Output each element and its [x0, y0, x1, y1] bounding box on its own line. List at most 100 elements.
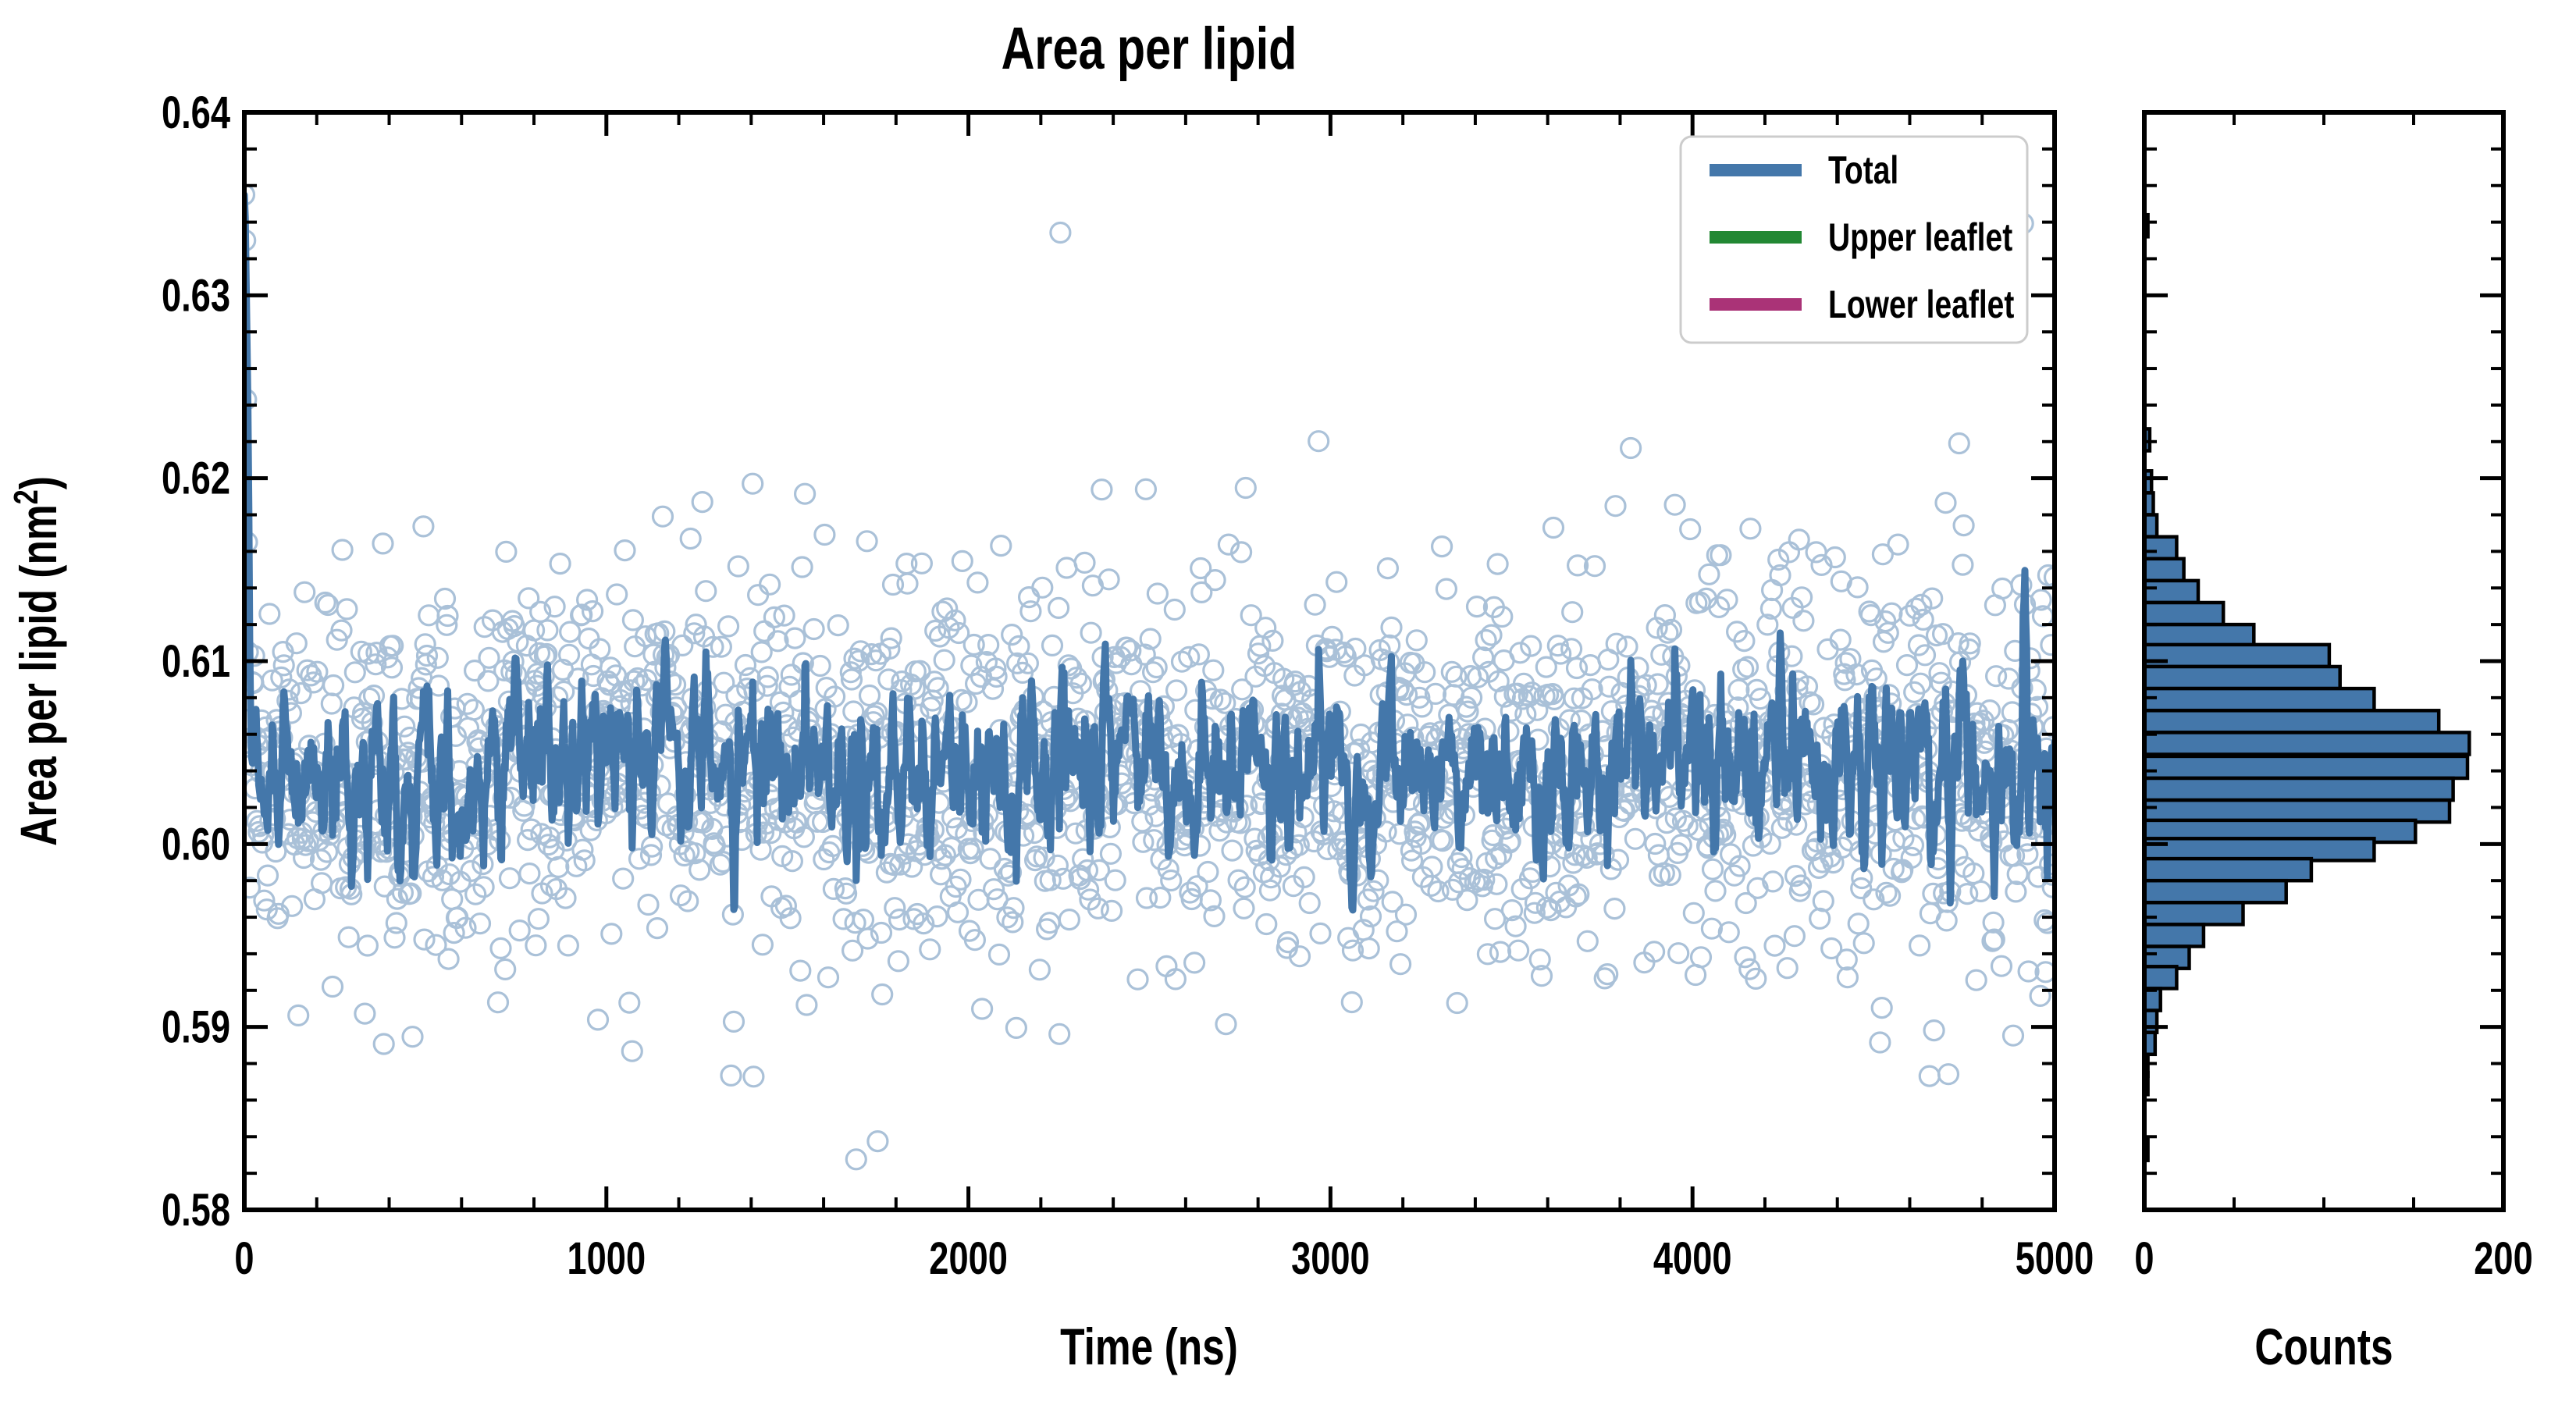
- y-axis-label: Area per lipid (nm2): [7, 476, 68, 846]
- scatter-point: [635, 668, 658, 692]
- scatter-point: [1523, 902, 1546, 924]
- scatter-point: [1033, 846, 1055, 869]
- scatter-point: [938, 617, 960, 639]
- scatter-point: [331, 539, 354, 561]
- scatter-point: [678, 840, 700, 863]
- scatter-point: [749, 838, 772, 861]
- scatter-point: [606, 583, 628, 606]
- scatter-point: [1536, 683, 1560, 706]
- scatter-point: [1863, 888, 1885, 911]
- scatter-point: [736, 678, 759, 700]
- scatter-point: [990, 534, 1012, 557]
- scatter-point: [1511, 688, 1534, 710]
- scatter-point: [1732, 658, 1755, 681]
- scatter-point: [1227, 869, 1250, 891]
- scatter-point: [618, 991, 641, 1014]
- scatter-point: [1341, 939, 1364, 962]
- scatter-point: [551, 658, 575, 681]
- x-tick-label: 4000: [1653, 1234, 1732, 1285]
- scatter-point: [1670, 834, 1692, 856]
- scatter-point: [539, 874, 563, 897]
- scatter-point: [441, 887, 464, 911]
- scatter-point: [1325, 571, 1348, 593]
- scatter-point: [1535, 896, 1559, 919]
- scatter-point: [1545, 881, 1567, 904]
- scatter-point: [1887, 533, 1909, 556]
- scatter-point: [1456, 888, 1478, 912]
- scatter-point: [1564, 844, 1586, 866]
- scatter-point: [422, 866, 445, 888]
- scatter-point: [320, 692, 343, 715]
- scatter-point: [1799, 691, 1821, 713]
- scatter-point: [1441, 878, 1464, 902]
- scatter-point: [1539, 898, 1562, 922]
- scatter-point: [1706, 544, 1728, 567]
- scatter-point: [1801, 839, 1824, 862]
- scatter-point: [1429, 828, 1451, 851]
- scatter-point: [848, 649, 870, 672]
- histogram-bar: [2144, 557, 2186, 583]
- histogram-bar: [2144, 1030, 2158, 1057]
- scatter-point: [783, 817, 806, 840]
- scatter-point: [582, 664, 605, 688]
- scatter-point: [309, 848, 333, 871]
- scatter-point: [1895, 653, 1919, 677]
- scatter-point: [457, 717, 480, 739]
- scatter-point: [1041, 634, 1064, 657]
- scatter-point: [895, 552, 918, 575]
- legend-swatch-lower-leaflet: [1710, 298, 1802, 311]
- total-running-mean-line: [244, 191, 2055, 914]
- scatter-point: [1261, 629, 1284, 653]
- scatter-point: [1635, 674, 1657, 696]
- scatter-point: [1026, 845, 1048, 868]
- scatter-point: [1535, 656, 1557, 678]
- scatter-point: [1409, 811, 1432, 834]
- scatter-point: [806, 810, 829, 833]
- scatter-point: [1500, 898, 1524, 922]
- scatter-point: [1500, 699, 1522, 723]
- scatter-point: [1489, 941, 1512, 963]
- scatter-point: [1620, 436, 1642, 460]
- scatter-point: [559, 621, 582, 643]
- scatter-point: [1167, 724, 1190, 746]
- scatter-point: [350, 707, 374, 731]
- scatter-point: [1340, 991, 1363, 1014]
- scatter-point: [1978, 699, 2001, 722]
- scatter-point: [1564, 885, 1587, 908]
- scatter-point: [373, 875, 396, 898]
- scatter-point: [463, 659, 486, 682]
- scatter-point: [1132, 831, 1155, 853]
- scatter-point: [860, 642, 883, 666]
- scatter-point: [498, 867, 521, 890]
- x-tick-label: 2000: [929, 1234, 1008, 1285]
- scatter-point: [872, 770, 895, 793]
- scatter-point: [300, 664, 322, 687]
- scatter-point: [1064, 822, 1087, 845]
- scatter-point: [1069, 672, 1093, 695]
- scatter-point: [887, 950, 910, 973]
- scatter-point: [1879, 884, 1902, 907]
- scatter-point: [537, 834, 560, 856]
- scatter-point: [1701, 858, 1724, 880]
- scatter-point: [1860, 659, 1884, 682]
- scatter-point: [1229, 541, 1253, 564]
- scatter-point: [1017, 585, 1041, 609]
- scatter-point: [1575, 846, 1598, 870]
- scatter-point: [1659, 863, 1681, 887]
- scatter-point: [443, 921, 465, 944]
- scatter-point: [425, 934, 447, 956]
- scatter-point: [286, 827, 309, 850]
- scatter-point: [1802, 693, 1825, 716]
- scatter-point: [929, 863, 952, 886]
- scatter-point: [565, 855, 588, 877]
- scatter-point: [1770, 793, 1792, 816]
- scatter-point: [1047, 596, 1070, 620]
- scatter-point: [382, 635, 404, 657]
- scatter-point: [852, 909, 875, 931]
- scatter-point: [1353, 654, 1376, 677]
- tick-marks: [242, 110, 2506, 1212]
- scatter-point: [431, 869, 454, 891]
- scatter-point: [1685, 963, 1707, 987]
- scatter-point: [1485, 873, 1508, 895]
- scatter-point: [1427, 880, 1450, 903]
